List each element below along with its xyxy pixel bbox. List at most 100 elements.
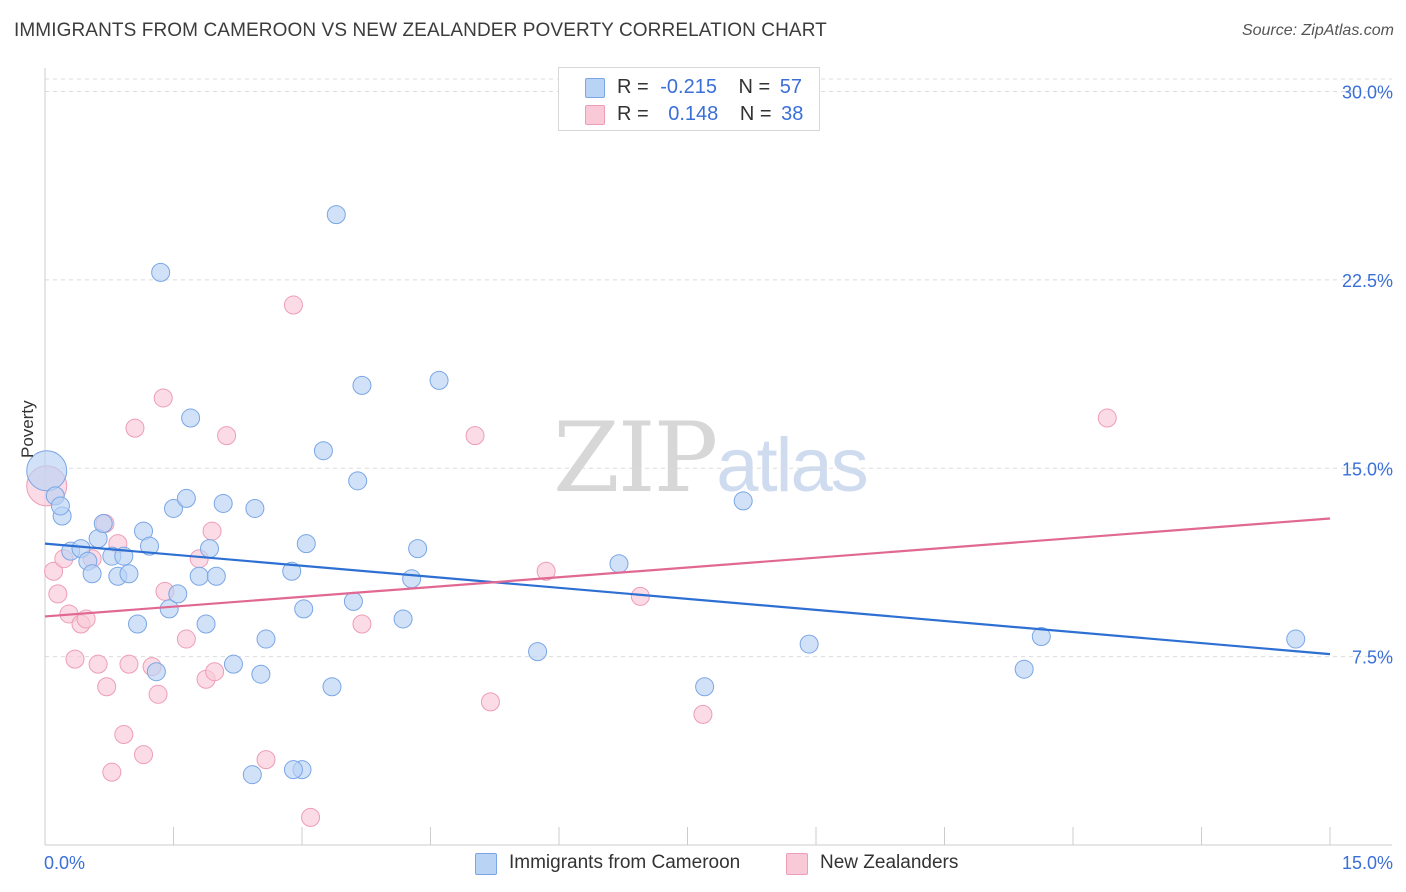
point-cameroon xyxy=(348,471,368,491)
point-cameroon xyxy=(146,662,166,682)
point-cameroon xyxy=(213,493,233,513)
point-cameroon xyxy=(164,498,183,518)
point-cameroon xyxy=(294,599,314,619)
point-cameroon xyxy=(140,536,160,556)
point-new-zealanders xyxy=(352,614,372,634)
point-cameroon xyxy=(50,496,70,516)
point-cameroon xyxy=(199,539,219,559)
x-tick-label: 0.0% xyxy=(44,853,85,873)
point-cameroon xyxy=(151,262,171,282)
point-cameroon xyxy=(181,408,201,428)
point-new-zealanders xyxy=(465,426,485,446)
point-cameroon xyxy=(1031,627,1051,647)
point-new-zealanders xyxy=(134,745,154,765)
point-cameroon xyxy=(82,564,102,584)
point-cameroon xyxy=(322,677,342,697)
point-cameroon xyxy=(393,609,413,629)
series-legend: Immigrants from Cameroon New Zealanders xyxy=(0,852,1406,878)
point-cameroon xyxy=(799,634,819,654)
point-new-zealanders xyxy=(153,388,173,408)
x-tick-label: 15.0% xyxy=(1342,853,1393,873)
point-new-zealanders xyxy=(119,654,139,674)
point-new-zealanders xyxy=(480,692,500,712)
r-value-cameroon: -0.215 xyxy=(660,76,717,98)
point-new-zealanders xyxy=(301,807,321,827)
legend-swatch-cameroon xyxy=(475,853,497,875)
point-cameroon xyxy=(408,539,428,559)
point-new-zealanders xyxy=(125,418,145,438)
legend-swatch-cameroon xyxy=(585,78,605,98)
legend-swatch-new-zealanders xyxy=(585,105,605,125)
y-tick-label: 30.0% xyxy=(1342,83,1393,103)
point-new-zealanders xyxy=(148,684,168,704)
n-value-cameroon: 57 xyxy=(779,76,803,98)
point-cameroon xyxy=(352,375,372,395)
y-tick-label: 15.0% xyxy=(1342,459,1393,479)
point-cameroon xyxy=(695,677,715,697)
point-cameroon xyxy=(26,450,68,492)
point-new-zealanders xyxy=(176,629,196,649)
point-cameroon xyxy=(283,760,303,780)
y-tick-label: 7.5% xyxy=(1352,648,1393,668)
point-cameroon xyxy=(326,205,346,225)
point-cameroon xyxy=(251,664,271,684)
point-new-zealanders xyxy=(205,662,225,682)
point-cameroon xyxy=(159,599,179,619)
point-cameroon xyxy=(189,566,209,586)
watermark-zip: ZIP xyxy=(553,402,718,514)
point-cameroon xyxy=(245,498,265,518)
r-label: R = xyxy=(617,103,649,125)
y-axis-label: Poverty xyxy=(18,400,37,458)
legend-label-cameroon: Immigrants from Cameroon xyxy=(509,852,741,873)
point-cameroon xyxy=(206,566,226,586)
point-cameroon xyxy=(313,441,333,461)
point-cameroon xyxy=(119,564,139,584)
point-new-zealanders xyxy=(202,521,222,541)
point-cameroon xyxy=(223,654,243,674)
point-new-zealanders xyxy=(44,561,64,581)
trend-line-new-zealanders xyxy=(44,517,1331,618)
point-cameroon xyxy=(402,569,422,589)
point-cameroon xyxy=(609,554,629,574)
r-label: R = xyxy=(617,76,649,98)
point-cameroon xyxy=(296,534,316,554)
correlation-legend: R = -0.215 N = 57 R = 0.148 N = 38 xyxy=(558,67,820,131)
point-cameroon xyxy=(242,765,262,785)
point-new-zealanders xyxy=(256,750,276,770)
point-cameroon xyxy=(196,614,216,634)
trend-line-cameroon xyxy=(44,542,1331,656)
point-new-zealanders xyxy=(283,295,303,315)
point-new-zealanders xyxy=(693,704,713,724)
point-new-zealanders xyxy=(88,654,108,674)
point-cameroon xyxy=(168,584,188,604)
point-new-zealanders xyxy=(65,649,85,669)
point-cameroon xyxy=(343,591,363,611)
legend-label-new-zealanders: New Zealanders xyxy=(820,852,959,873)
watermark: ZIPatlas xyxy=(553,402,869,514)
chart-title: IMMIGRANTS FROM CAMEROON VS NEW ZEALANDE… xyxy=(14,20,827,41)
point-new-zealanders xyxy=(102,762,122,782)
y-tick-label: 22.5% xyxy=(1342,271,1393,291)
point-new-zealanders xyxy=(97,677,117,697)
r-value-new-zealanders: 0.148 xyxy=(668,103,719,125)
point-cameroon xyxy=(282,561,302,581)
point-cameroon xyxy=(128,614,148,634)
n-label: N = xyxy=(738,76,771,98)
legend-swatch-new-zealanders xyxy=(786,853,808,875)
point-new-zealanders xyxy=(536,561,556,581)
n-value-new-zealanders: 38 xyxy=(781,103,804,125)
point-cameroon xyxy=(1286,629,1306,649)
point-new-zealanders xyxy=(114,724,134,744)
point-cameroon xyxy=(93,514,113,534)
point-new-zealanders xyxy=(48,584,68,604)
point-cameroon xyxy=(1014,659,1034,679)
point-cameroon xyxy=(256,629,276,649)
n-label: N = xyxy=(739,103,772,125)
point-cameroon xyxy=(733,491,753,511)
source-label: Source: ZipAtlas.com xyxy=(1241,22,1394,39)
point-cameroon xyxy=(176,488,196,508)
point-new-zealanders xyxy=(1097,408,1117,428)
point-cameroon xyxy=(429,370,449,390)
point-cameroon xyxy=(528,642,548,662)
